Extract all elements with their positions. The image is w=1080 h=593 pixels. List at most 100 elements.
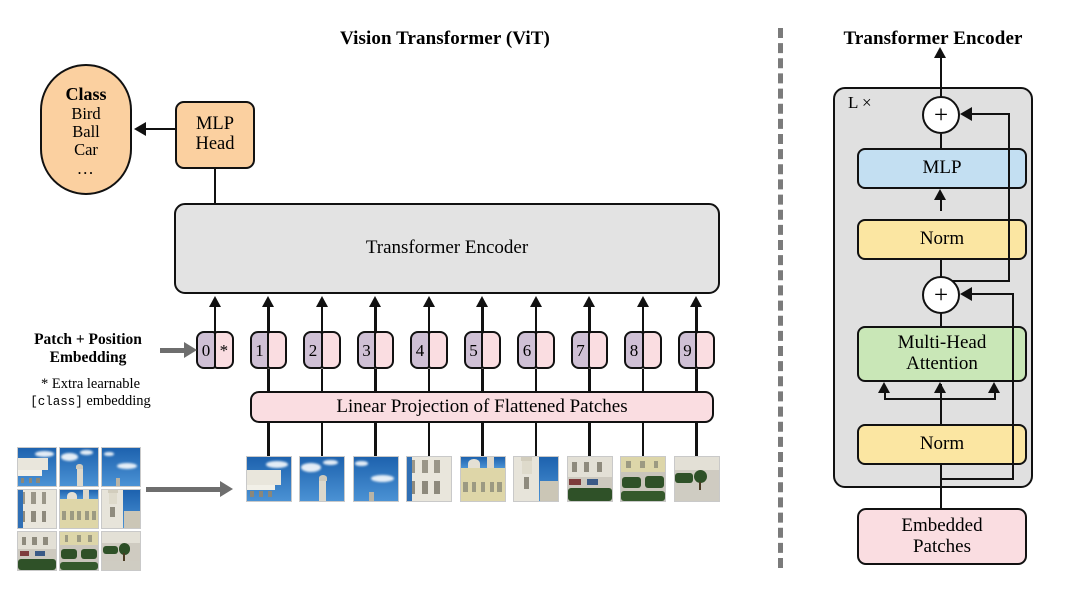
token-2-projection-stem xyxy=(320,369,324,393)
token-4: 4 xyxy=(410,331,448,369)
mlp-to-class-line xyxy=(146,128,178,131)
norm-top-to-mlp-arrowhead xyxy=(934,189,946,200)
token-4-arrowhead xyxy=(422,296,435,307)
token-6-projection-stem xyxy=(534,369,538,393)
flattened-patch-3 xyxy=(353,457,398,501)
token-5-up-stem xyxy=(481,306,484,332)
attention-line2: Attention xyxy=(906,353,978,374)
token-6: 6 xyxy=(517,331,555,369)
token-5-patch-embedding xyxy=(481,331,502,369)
qkv-arrowhead-value xyxy=(988,382,1000,393)
token-0: 0 * xyxy=(196,331,234,369)
page-title-left: Vision Transformer (ViT) xyxy=(340,28,550,49)
extra-learnable-footnote: * Extra learnable [class] embedding xyxy=(8,376,173,411)
qkv-right-stem xyxy=(994,392,997,400)
add-top-to-output-line xyxy=(940,88,943,98)
footnote-line1: * Extra learnable xyxy=(40,376,141,392)
encoder-output-arrowhead xyxy=(934,47,946,58)
patch-6-projection-stem xyxy=(534,421,538,457)
flattened-patch-5 xyxy=(460,457,505,501)
source-patch-7 xyxy=(18,532,56,570)
token-3-arrowhead xyxy=(369,296,381,307)
token-7-projection-stem xyxy=(588,369,591,393)
norm-block-top: Norm xyxy=(857,219,1027,260)
token-6-up-stem xyxy=(534,306,538,332)
flattened-patch-8 xyxy=(621,457,665,501)
patch-3-projection-stem xyxy=(374,421,377,457)
class-item-car: Car xyxy=(74,140,98,160)
norm-block-bottom-label: Norm xyxy=(919,433,965,455)
encoder-output-line xyxy=(940,55,943,93)
token-7-arrowhead xyxy=(583,296,595,307)
input-stem-line xyxy=(940,464,943,510)
source-patch-9 xyxy=(102,532,140,570)
embedding-label-arrow-shaft xyxy=(160,348,184,353)
residual-top-arrowhead xyxy=(960,107,972,121)
linear-projection-box: Linear Projection of Flattened Patches xyxy=(250,391,714,423)
flattened-patch-7 xyxy=(567,457,612,501)
token-7-patch-embedding xyxy=(588,331,609,369)
residual-top-horizontal-high xyxy=(972,113,1010,116)
token-8: 8 xyxy=(624,331,662,369)
mlp-head-line1: MLP xyxy=(195,114,235,135)
source-patch-5 xyxy=(60,490,98,528)
token-3-projection-stem xyxy=(374,369,377,393)
patch-7-projection-stem xyxy=(588,421,591,457)
token-2-position-embedding: 2 xyxy=(303,331,323,369)
residual-add-bottom-label: + xyxy=(933,281,949,309)
token-2-up-stem xyxy=(320,306,324,332)
attention-line1: Multi-Head xyxy=(897,332,987,354)
patch-4-projection-stem xyxy=(427,421,431,457)
qkv-arrowhead-key xyxy=(934,382,946,393)
footnote-line2-suffix: embedding xyxy=(82,393,151,410)
token-1: 1 xyxy=(249,331,288,369)
token-1-arrowhead xyxy=(262,296,274,307)
flattened-patch-9 xyxy=(674,457,719,501)
mlp-head-box: MLP Head xyxy=(175,101,255,169)
residual-top-horizontal-low xyxy=(940,280,1010,283)
patch-1-projection-stem xyxy=(267,421,270,457)
mlp-to-class-arrowhead xyxy=(134,122,146,136)
token-9-up-stem xyxy=(695,306,698,332)
token-8-patch-embedding xyxy=(641,331,662,369)
token-2-patch-embedding xyxy=(320,331,341,369)
residual-bottom-horizontal-low xyxy=(940,478,1014,481)
transformer-encoder-bar-label: Transformer Encoder xyxy=(365,237,529,259)
patch-8-projection-stem xyxy=(641,421,645,457)
token-5-projection-stem xyxy=(481,369,484,393)
embedding-label-line2: Embedding xyxy=(49,348,127,366)
token-4-projection-stem xyxy=(427,369,431,393)
source-patch-2 xyxy=(60,448,98,486)
token-8-projection-stem xyxy=(641,369,645,393)
token-8-up-stem xyxy=(641,306,645,332)
token-2-arrowhead xyxy=(315,296,328,307)
token-6-patch-embedding xyxy=(534,331,555,369)
token-1-patch-embedding xyxy=(267,331,288,369)
class-ellipsis: ... xyxy=(77,158,95,178)
mlp-head-line2: Head xyxy=(195,134,235,154)
token-4-patch-embedding xyxy=(427,331,448,369)
class-item-ball: Ball xyxy=(72,122,100,142)
residual-add-bottom: + xyxy=(922,276,960,314)
footnote-class-token: [class] xyxy=(30,395,83,410)
embedded-patches-line1: Embedded xyxy=(901,514,983,536)
embedded-patches-line2: Patches xyxy=(912,535,972,557)
qkv-center-stem xyxy=(940,384,943,426)
embedding-label-line1: Patch + Position xyxy=(34,331,142,348)
flattened-patch-6 xyxy=(514,457,558,501)
token-1-up-stem xyxy=(267,306,270,332)
mha-to-add-bottom-line xyxy=(940,312,943,328)
multi-head-attention-block: Multi-Head Attention xyxy=(857,326,1027,382)
flattened-patch-4 xyxy=(407,457,451,501)
page-title-right: Transformer Encoder xyxy=(843,28,1023,49)
source-to-patches-arrow-shaft xyxy=(146,487,220,492)
token-0-up-stem xyxy=(213,306,217,332)
source-to-patches-arrow-head xyxy=(220,481,233,497)
token-3: 3 xyxy=(356,331,395,369)
panel-divider xyxy=(778,28,783,568)
patch-5-projection-stem xyxy=(481,421,484,457)
patch-9-projection-stem xyxy=(695,421,698,457)
token-2: 2 xyxy=(303,331,341,369)
token-4-up-stem xyxy=(427,306,431,332)
token-5: 5 xyxy=(463,331,502,369)
